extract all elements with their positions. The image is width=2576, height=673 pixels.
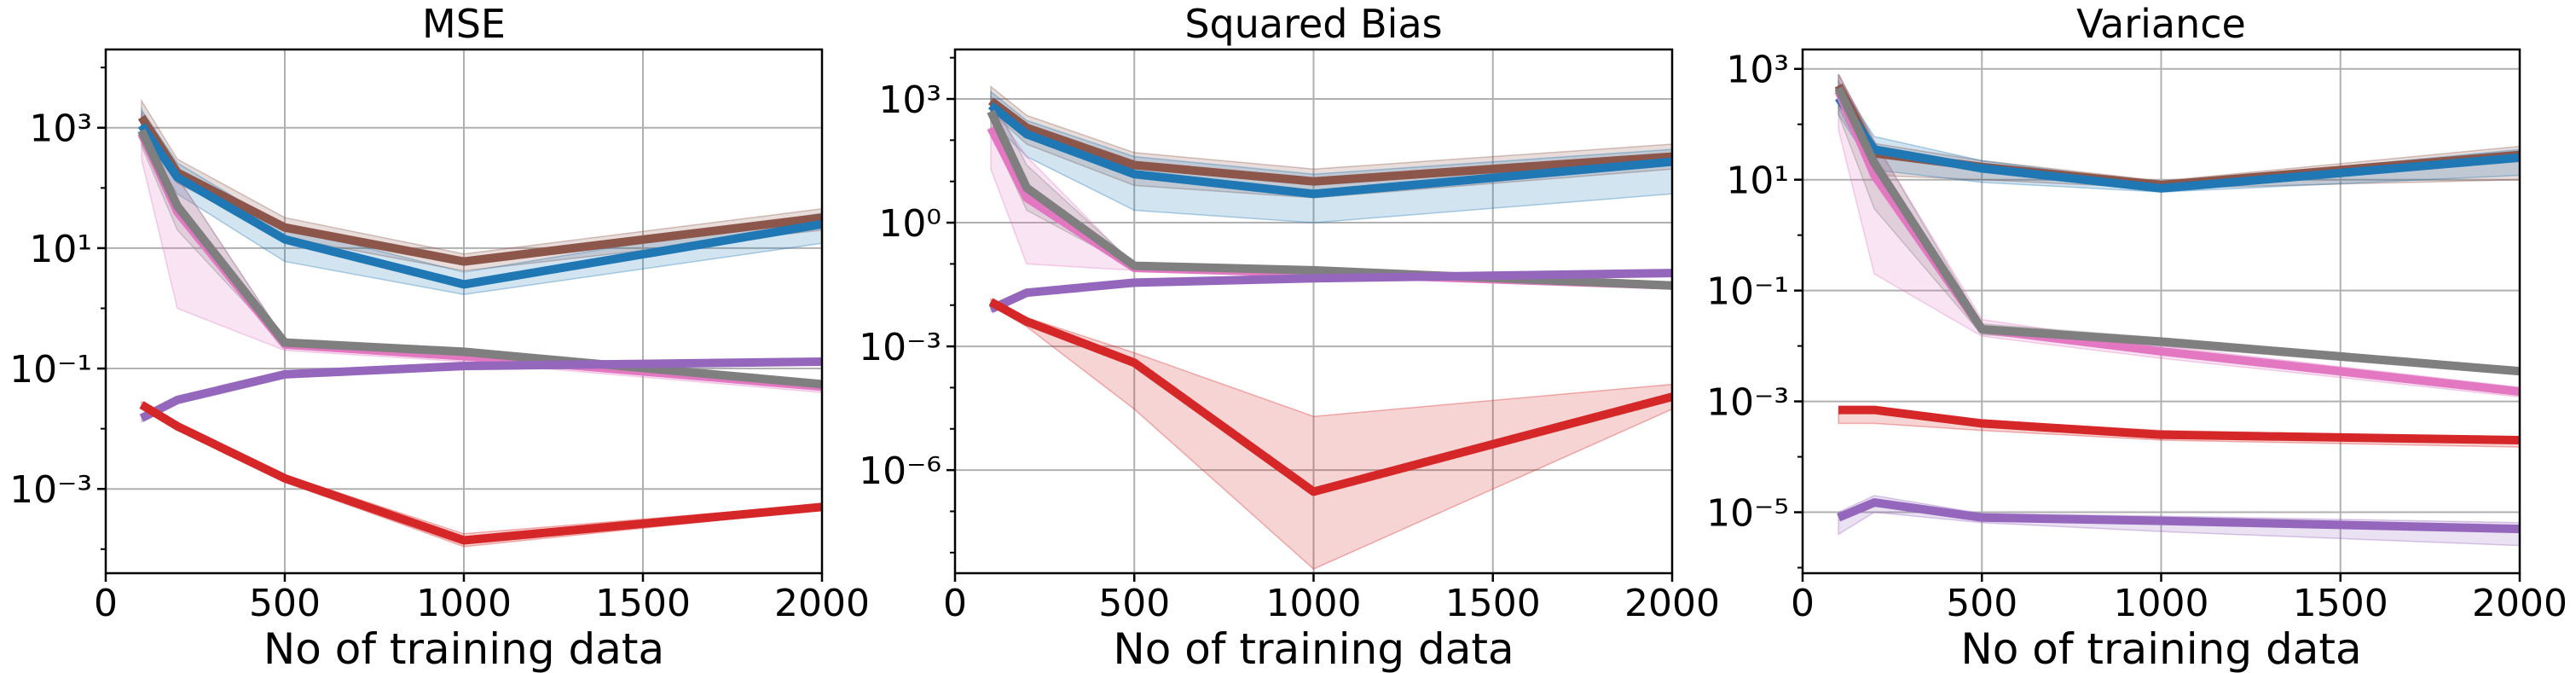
x-tick-label: 500	[249, 582, 321, 625]
plot-area	[137, 98, 822, 548]
x-tick-label: 0	[1791, 582, 1815, 625]
series-3-band	[1838, 73, 2520, 376]
series-0-line	[987, 97, 1672, 186]
x-tick-label: 0	[94, 582, 118, 625]
series-5-line	[988, 298, 1672, 496]
series-2-band	[141, 112, 822, 393]
y-tick-label: 10⁻³	[9, 468, 92, 512]
x-tick-label: 2000	[1624, 582, 1720, 625]
y-tick-label: 10¹	[29, 228, 92, 271]
x-axis-label: No of training data	[1960, 624, 2361, 673]
x-tick-label: 0	[943, 582, 967, 625]
y-tick-label: 10³	[878, 78, 941, 122]
x-tick-label: 1000	[416, 582, 512, 625]
y-tick-label: 10⁻⁵	[1706, 492, 1789, 536]
y-tick-label: 10¹	[1726, 160, 1789, 203]
chart-title: Variance	[2076, 1, 2246, 47]
chart-panel-0: 0 500 1000 1500 2000 10⁻³ 10⁻¹ 10¹ 10³ MSE No of t…	[9, 1, 870, 673]
series-4-line	[1837, 498, 2520, 534]
x-tick-label: 1000	[2114, 582, 2209, 625]
x-axis-label: No of training data	[263, 624, 664, 673]
y-tick-label: 10⁰	[878, 202, 941, 246]
series-5-line	[1838, 405, 2520, 444]
y-tick-label: 10⁻¹	[1706, 270, 1789, 314]
x-tick-label: 2000	[2472, 582, 2567, 625]
x-tick-label: 500	[1098, 582, 1170, 625]
series-1-band	[990, 90, 1672, 223]
plot-area	[987, 84, 1672, 570]
series-5-band	[141, 400, 822, 548]
series-4-line	[988, 269, 1672, 313]
series-3-band	[990, 95, 1672, 290]
series-5-band	[990, 298, 1672, 570]
y-tick-label: 10⁻¹	[9, 348, 92, 392]
y-tick-label: 10⁻³	[1706, 381, 1789, 425]
x-tick-label: 2000	[774, 582, 870, 625]
y-tick-label: 10⁻³	[859, 326, 941, 369]
y-tick-label: 10⁻⁶	[859, 450, 941, 493]
x-tick-label: 1500	[595, 582, 691, 625]
x-tick-label: 500	[1946, 582, 2017, 625]
series-1-line	[987, 102, 1672, 199]
x-tick-label: 1000	[1266, 582, 1362, 625]
series-3-line	[1834, 86, 2520, 376]
chart-panel-2: 0 500 1000 1500 2000 10⁻⁵ 10⁻³ 10⁻¹ 10¹ 10³ Varian…	[1706, 1, 2567, 673]
series-4-line	[139, 357, 822, 422]
y-tick-label: 10³	[1726, 49, 1789, 92]
series-2-band	[1838, 73, 2520, 398]
chart-title: Squared Bias	[1184, 1, 1442, 47]
series-3-band	[141, 112, 822, 388]
series-1-line	[137, 122, 822, 289]
x-tick-label: 1500	[1445, 582, 1541, 625]
series-1-band	[1838, 78, 2520, 193]
series-5-line	[139, 401, 822, 545]
series-2-band	[990, 103, 1672, 290]
plot-area	[1834, 73, 2520, 547]
chart-title: MSE	[422, 1, 506, 47]
x-axis-label: No of training data	[1113, 624, 1514, 673]
y-tick-label: 10³	[29, 107, 92, 151]
chart-panel-1: 0 500 1000 1500 2000 10⁻⁶ 10⁻³ 10⁰ 10³ Squared Bi…	[859, 1, 1720, 673]
x-tick-label: 1500	[2293, 582, 2388, 625]
